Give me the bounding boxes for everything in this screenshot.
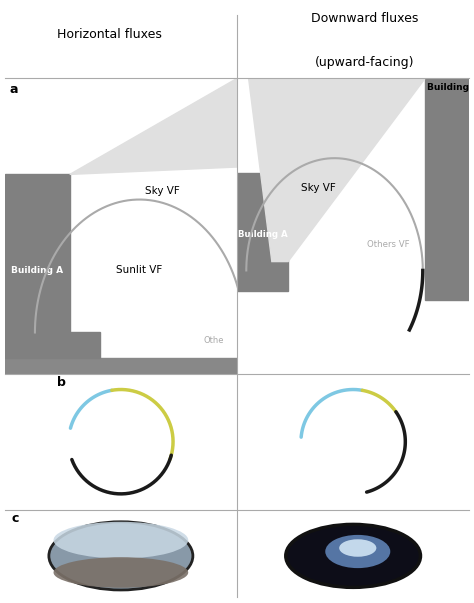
Text: c: c (12, 512, 19, 525)
Text: Building B: Building B (427, 83, 474, 92)
Polygon shape (248, 78, 425, 262)
Ellipse shape (286, 525, 420, 587)
Text: Building A: Building A (238, 230, 287, 239)
Ellipse shape (49, 522, 193, 590)
Text: Horizontal fluxes: Horizontal fluxes (57, 28, 162, 41)
Text: Sky VF: Sky VF (146, 186, 180, 195)
Bar (237, 173, 288, 291)
Bar (5, 174, 70, 358)
Bar (425, 69, 474, 300)
Text: (upward-facing): (upward-facing) (315, 56, 414, 69)
Polygon shape (70, 78, 237, 174)
Text: Sunlit VF: Sunlit VF (116, 265, 163, 276)
Text: Downward fluxes: Downward fluxes (311, 12, 419, 25)
Text: a: a (9, 83, 18, 96)
Text: b: b (57, 376, 66, 390)
Ellipse shape (54, 522, 188, 558)
Text: Building A: Building A (11, 266, 64, 275)
Ellipse shape (325, 535, 390, 568)
Text: Others VF: Others VF (367, 240, 409, 249)
Ellipse shape (339, 539, 376, 557)
Bar (70, 332, 100, 358)
Bar (5, 358, 237, 374)
Text: Othe: Othe (203, 336, 224, 345)
Text: Sky VF: Sky VF (301, 183, 336, 193)
Ellipse shape (54, 557, 188, 588)
